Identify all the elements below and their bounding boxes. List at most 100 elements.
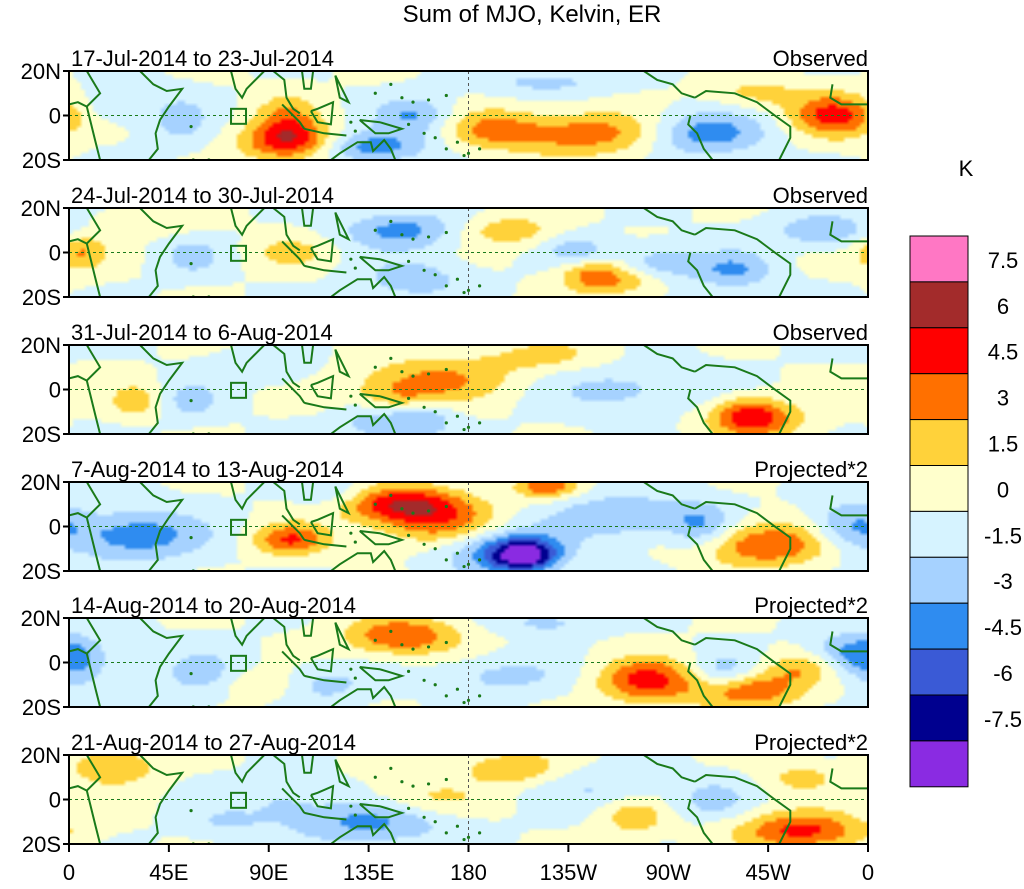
y-tick-label: 0 bbox=[49, 651, 61, 676]
island bbox=[411, 237, 415, 241]
y-tick-label: 20N bbox=[21, 606, 61, 631]
island bbox=[433, 410, 437, 414]
coastline bbox=[687, 115, 714, 160]
coastline bbox=[687, 252, 714, 297]
island bbox=[353, 540, 357, 544]
island bbox=[411, 511, 415, 515]
region-box bbox=[230, 244, 248, 262]
coastline bbox=[304, 401, 347, 411]
island bbox=[189, 262, 193, 266]
panels: 20N 0 20S 17-Jul-2014 to 23-Jul-2014 Observe… bbox=[21, 46, 869, 857]
coastline bbox=[694, 226, 792, 297]
colorbar-level: 7.5 bbox=[988, 248, 1019, 273]
island bbox=[389, 766, 393, 770]
coastline bbox=[643, 71, 696, 99]
island bbox=[349, 257, 353, 261]
island bbox=[462, 700, 466, 705]
coastline bbox=[310, 374, 335, 400]
coastline bbox=[139, 755, 185, 844]
island bbox=[426, 782, 431, 786]
y-tick-label: 20N bbox=[21, 470, 61, 495]
region-box bbox=[230, 654, 248, 672]
island bbox=[444, 93, 448, 98]
y-tick-label: 20S bbox=[22, 559, 61, 584]
island bbox=[400, 643, 404, 647]
island bbox=[422, 542, 426, 546]
island bbox=[444, 421, 448, 425]
coastline bbox=[694, 636, 792, 707]
x-tick-label: 0 bbox=[63, 860, 75, 885]
island bbox=[466, 835, 471, 839]
y-tick-label: 20N bbox=[21, 196, 61, 221]
colorbar-swatch bbox=[909, 327, 969, 375]
y-tick-label: 20N bbox=[21, 333, 61, 358]
chart-title: Sum of MJO, Kelvin, ER bbox=[403, 1, 662, 28]
x-tick-label: 135E bbox=[343, 860, 394, 885]
panel-1: 20N 0 20S 17-Jul-2014 to 23-Jul-2014 Observe… bbox=[21, 46, 869, 173]
island bbox=[466, 562, 471, 566]
x-tick-label: 180 bbox=[450, 860, 487, 885]
coastline bbox=[139, 71, 185, 160]
coastline bbox=[310, 784, 335, 810]
island bbox=[422, 405, 426, 409]
coastline bbox=[359, 255, 406, 272]
region-box bbox=[230, 518, 248, 536]
coastline bbox=[643, 482, 696, 510]
x-tick-label: 90E bbox=[249, 860, 288, 885]
coastline bbox=[301, 208, 315, 227]
coastline bbox=[301, 482, 315, 501]
island bbox=[406, 122, 411, 126]
island bbox=[422, 678, 426, 682]
island bbox=[411, 100, 415, 104]
coastline bbox=[304, 127, 347, 137]
y-tick-label: 0 bbox=[49, 104, 61, 129]
panel-3: 20N 0 20S 31-Jul-2014 to 6-Aug-2014 Observed bbox=[21, 320, 869, 447]
island bbox=[349, 804, 353, 808]
island bbox=[349, 394, 353, 398]
panel-label: Observed bbox=[773, 46, 868, 71]
island bbox=[349, 120, 353, 124]
island bbox=[466, 698, 471, 702]
coastline bbox=[334, 759, 351, 789]
colorbar-swatch bbox=[909, 235, 969, 283]
panel-label: Projected*2 bbox=[754, 730, 868, 755]
region-box bbox=[230, 381, 248, 399]
coastline bbox=[334, 622, 351, 652]
island bbox=[426, 235, 431, 239]
y-tick-label: 20S bbox=[22, 285, 61, 310]
coastline bbox=[310, 100, 335, 126]
coastline bbox=[272, 208, 301, 252]
region-box bbox=[230, 791, 248, 809]
y-tick-label: 20S bbox=[22, 148, 61, 173]
island bbox=[422, 815, 426, 819]
coastline bbox=[281, 650, 306, 677]
x-tick-label: 45W bbox=[746, 860, 791, 885]
island bbox=[389, 629, 393, 633]
island bbox=[477, 284, 482, 288]
coastline bbox=[330, 275, 397, 297]
colorbar-level: 0 bbox=[997, 477, 1009, 502]
x-tick-label: 90W bbox=[646, 860, 691, 885]
colorbar-swatch bbox=[909, 510, 969, 558]
panel-label: Projected*2 bbox=[754, 457, 868, 482]
coastline bbox=[330, 822, 397, 844]
island bbox=[373, 228, 377, 232]
island bbox=[406, 533, 411, 538]
coastline bbox=[359, 530, 406, 546]
island bbox=[455, 414, 460, 418]
coastline bbox=[69, 512, 88, 519]
colorbar-level: 1.5 bbox=[988, 432, 1019, 457]
island bbox=[426, 645, 431, 649]
island bbox=[455, 277, 460, 281]
island bbox=[455, 824, 460, 828]
coastline bbox=[304, 538, 347, 548]
coastline bbox=[359, 803, 406, 819]
colorbar-level: 3 bbox=[997, 386, 1009, 411]
panel-period: 31-Jul-2014 to 6-Aug-2014 bbox=[71, 320, 333, 345]
coastline bbox=[304, 674, 347, 684]
y-tick-label: 20S bbox=[22, 422, 61, 447]
island bbox=[400, 370, 404, 374]
panel-period: 21-Aug-2014 to 27-Aug-2014 bbox=[71, 730, 356, 755]
coastline bbox=[829, 495, 868, 517]
